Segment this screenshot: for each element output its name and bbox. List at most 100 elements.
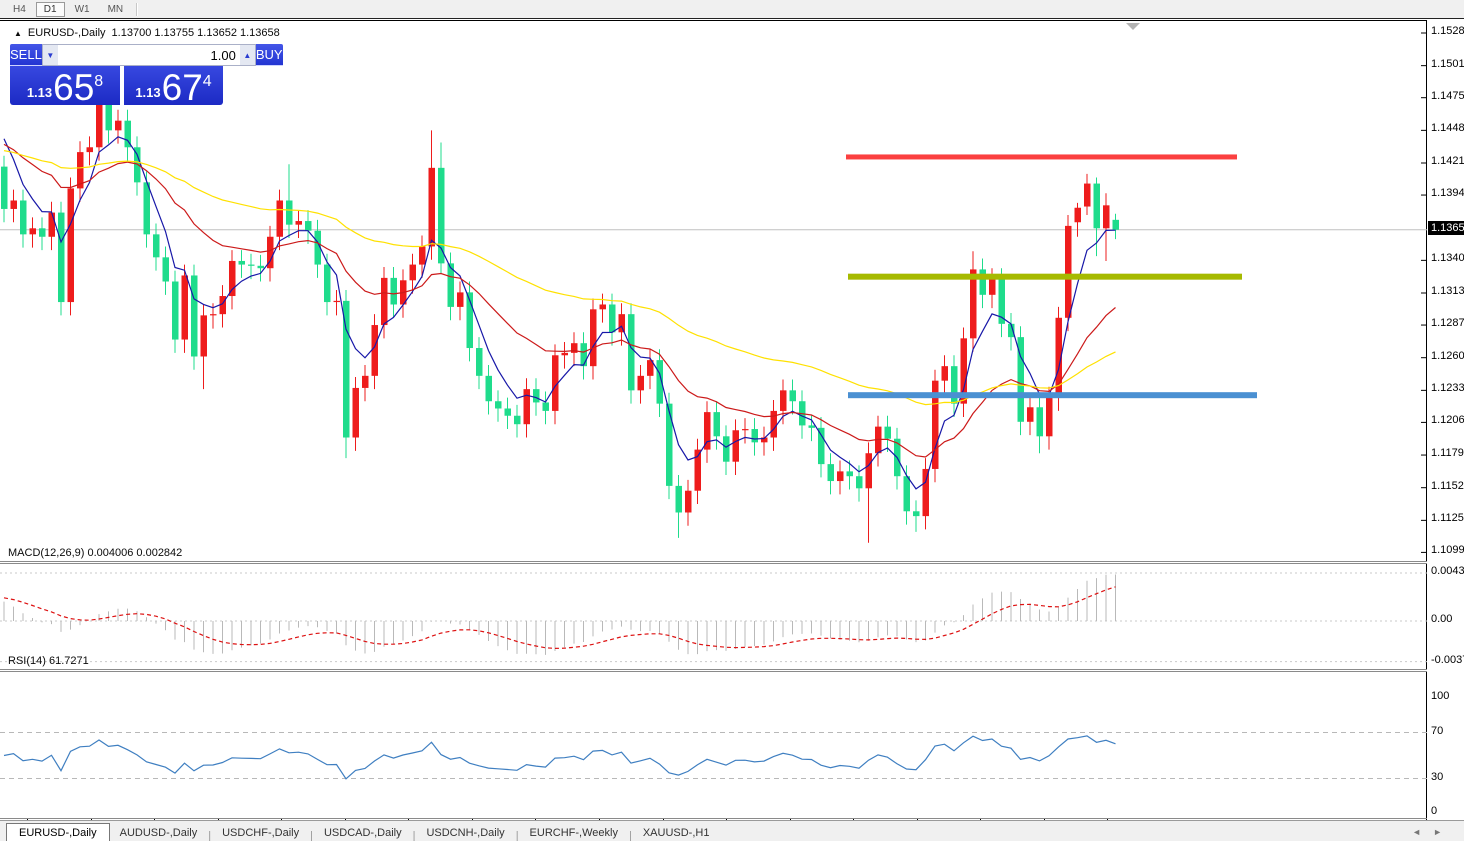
candle-body[interactable] — [305, 221, 312, 231]
candle-body[interactable] — [324, 264, 331, 303]
candle-body[interactable] — [1065, 225, 1072, 318]
candle-body[interactable] — [1084, 183, 1091, 207]
candle-body[interactable] — [314, 230, 322, 265]
sell-price-quote[interactable]: 1.13 65 8 — [10, 66, 120, 106]
chart-tab-eurchf[interactable]: EURCHF-,Weekly — [529, 827, 618, 839]
candle-body[interactable] — [647, 360, 654, 376]
candle-body[interactable] — [694, 449, 702, 491]
candle-body[interactable] — [447, 263, 455, 307]
sell-button[interactable]: SELL — [10, 44, 42, 66]
candle-body[interactable] — [1, 166, 8, 209]
candle-body[interactable] — [438, 167, 445, 264]
candle-body[interactable] — [485, 375, 493, 402]
candle-body[interactable] — [29, 228, 37, 235]
candle-body[interactable] — [609, 304, 616, 333]
candle-body[interactable] — [789, 390, 797, 402]
candle-body[interactable] — [1046, 397, 1053, 437]
candle-body[interactable] — [343, 300, 350, 438]
price-axis[interactable]: 1.15285 1.15015 1.14750 1.14480 1.14210 1.139… — [1428, 20, 1464, 820]
candle-body[interactable] — [219, 296, 227, 315]
candle-body[interactable] — [333, 300, 341, 303]
candle-body[interactable] — [1017, 337, 1025, 422]
candle-body[interactable] — [495, 401, 502, 409]
candle-body[interactable] — [732, 430, 740, 462]
candle-body[interactable] — [970, 269, 977, 339]
candle-body[interactable] — [409, 264, 417, 281]
candle-body[interactable] — [989, 279, 996, 295]
candle-body[interactable] — [457, 292, 464, 307]
candle-body[interactable] — [656, 360, 664, 404]
candle-body[interactable] — [780, 390, 787, 411]
pane-separator[interactable] — [0, 561, 1427, 564]
timeframe-button-mn[interactable]: MN — [107, 3, 124, 15]
candle-body[interactable] — [761, 437, 768, 443]
candle-body[interactable] — [818, 427, 825, 465]
candle-body[interactable] — [20, 200, 27, 235]
candle-body[interactable] — [913, 511, 920, 517]
candle-body[interactable] — [1112, 219, 1120, 230]
candle-body[interactable] — [1027, 407, 1034, 422]
candle-body[interactable] — [58, 212, 65, 303]
timeframe-button-h4[interactable]: H4 — [13, 3, 26, 15]
candle-body[interactable] — [742, 429, 749, 431]
candle-body[interactable] — [590, 309, 597, 367]
candle-body[interactable] — [846, 471, 854, 477]
chart-tab-audusd[interactable]: AUDUSD-,Daily — [119, 827, 198, 839]
candle-body[interactable] — [172, 281, 179, 340]
candle-body[interactable] — [514, 415, 521, 425]
candle-body[interactable] — [884, 426, 892, 439]
candle-body[interactable] — [39, 228, 46, 237]
volume-input[interactable] — [57, 45, 240, 65]
candle-body[interactable] — [552, 355, 559, 411]
candle-body[interactable] — [666, 403, 673, 486]
candle-body[interactable] — [618, 314, 626, 333]
candle-body[interactable] — [77, 152, 84, 189]
candle-body[interactable] — [827, 464, 835, 482]
macd-indicator-pane[interactable] — [0, 564, 1427, 669]
candle-body[interactable] — [210, 314, 217, 316]
chart-tab-usdcad[interactable]: USDCAD-,Daily — [323, 827, 402, 839]
buy-button[interactable]: BUY — [255, 44, 283, 66]
candle-body[interactable] — [466, 292, 474, 349]
buy-price-quote[interactable]: 1.13 67 4 — [124, 66, 223, 106]
candle-body[interactable] — [286, 200, 293, 225]
candle-body[interactable] — [191, 275, 198, 357]
chart-shift-marker[interactable] — [1126, 23, 1140, 30]
candle-body[interactable] — [105, 91, 113, 131]
candle-body[interactable] — [951, 366, 958, 404]
candle-body[interactable] — [713, 412, 721, 437]
candle-body[interactable] — [162, 257, 170, 282]
volume-decrease-button[interactable]: ▼ — [42, 45, 58, 65]
candle-body[interactable] — [1055, 317, 1063, 398]
timeframe-button-w1[interactable]: W1 — [74, 3, 90, 15]
candle-body[interactable] — [685, 490, 692, 513]
candle-body[interactable] — [561, 352, 569, 356]
main-price-chart[interactable] — [0, 21, 1427, 561]
candle-body[interactable] — [1074, 207, 1082, 223]
candle-body[interactable] — [998, 279, 1006, 324]
candle-body[interactable] — [200, 315, 208, 357]
candle-body[interactable] — [143, 182, 151, 235]
candle-body[interactable] — [922, 468, 930, 517]
candle-body[interactable] — [419, 246, 426, 265]
horizontal-level-support[interactable] — [848, 392, 1257, 399]
candle-body[interactable] — [124, 120, 132, 148]
candle-body[interactable] — [115, 120, 122, 131]
candle-body[interactable] — [86, 147, 94, 153]
candle-body[interactable] — [67, 188, 75, 303]
rsi-indicator-pane[interactable] — [0, 672, 1427, 818]
candle-body[interactable] — [903, 476, 911, 512]
trade-panel-toggle-icon[interactable]: ▲ — [14, 28, 22, 38]
timeframe-button-d1[interactable]: D1 — [35, 1, 65, 17]
horizontal-level-mid-support[interactable] — [848, 273, 1242, 280]
candle-body[interactable] — [770, 410, 778, 438]
candle-body[interactable] — [504, 408, 512, 416]
candle-body[interactable] — [1103, 205, 1110, 229]
candle-body[interactable] — [571, 343, 578, 353]
candle-body[interactable] — [381, 277, 388, 326]
candle-body[interactable] — [932, 380, 939, 469]
candle-body[interactable] — [238, 260, 246, 265]
candle-body[interactable] — [808, 425, 816, 428]
horizontal-level-resistance[interactable] — [846, 154, 1237, 160]
candle-body[interactable] — [248, 264, 255, 266]
